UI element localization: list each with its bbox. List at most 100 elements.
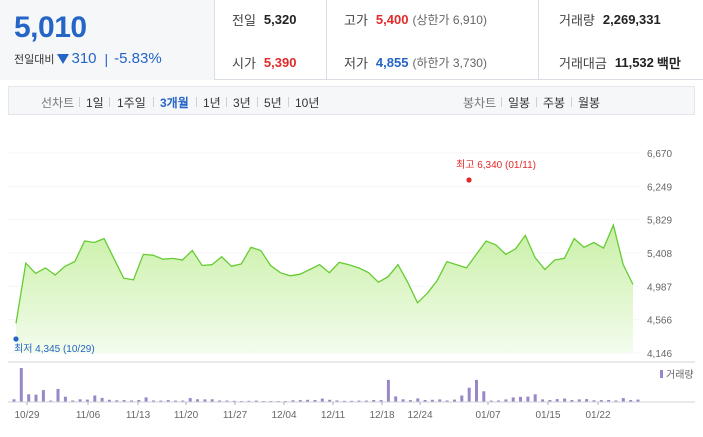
separator: | [104, 50, 109, 67]
y-tick-label: 5,829 [647, 216, 672, 227]
period-1y[interactable]: 1년 [203, 96, 221, 110]
volume-bar [166, 400, 170, 402]
down-arrow-icon [57, 53, 70, 64]
y-tick-label: 6,670 [647, 149, 672, 160]
volume-bar [570, 400, 574, 402]
volume-bar [592, 400, 596, 402]
divider [571, 97, 572, 107]
volume-legend-swatch [660, 370, 663, 378]
period-3m[interactable]: 3개월 [160, 96, 189, 110]
change-percent: -5.83% [114, 50, 162, 67]
amount-unit: 백만 [656, 55, 681, 71]
volume-bar [93, 395, 97, 402]
volume-bar [519, 396, 522, 402]
period-10y[interactable]: 10년 [295, 96, 320, 110]
open-stat: 시가 5,390 [232, 52, 296, 72]
volume-bar [372, 400, 376, 402]
amount-label: 거래대금 [559, 55, 607, 71]
volume-value: 2,269,331 [602, 11, 661, 27]
volume-bar [489, 400, 493, 402]
volume-bar [511, 397, 515, 402]
volume-bar [577, 399, 581, 402]
volume-bar [394, 396, 398, 402]
x-tick-label: 12/11 [321, 410, 346, 421]
high-stat: 고가 5,400 (상한가 6,910) [344, 9, 487, 29]
volume-bar [298, 400, 302, 402]
volume-bar [254, 400, 258, 402]
volume-bar [445, 400, 449, 402]
volume-bar [291, 400, 295, 402]
candle-daily[interactable]: 일봉 [508, 96, 531, 110]
volume-bar [203, 399, 207, 402]
volume-bar [130, 400, 133, 402]
volume-bar [504, 399, 508, 402]
high-marker [466, 177, 472, 183]
volume-bar [599, 400, 603, 402]
x-tick-label: 12/04 [271, 410, 296, 421]
prev-close-stat: 전일 5,320 [232, 9, 296, 29]
volume-bar [196, 399, 199, 402]
volume-bar [621, 398, 625, 402]
volume-bar [71, 400, 75, 402]
low-marker [13, 336, 19, 342]
volume-bar [357, 400, 361, 402]
divider [153, 97, 154, 107]
volume-bar [49, 400, 53, 402]
current-price: 5,010 [14, 11, 87, 44]
x-tick-label: 11/20 [174, 410, 199, 421]
volume-bar [423, 400, 427, 402]
volume-bar [629, 400, 633, 402]
y-tick-label: 5,408 [647, 249, 672, 260]
high-label: 고가 [344, 12, 368, 28]
volume-bar [430, 399, 434, 402]
period-1w[interactable]: 1주일 [117, 96, 146, 110]
volume-bar [585, 399, 589, 402]
low-annotation: 최저 4,345 (10/29) [14, 343, 95, 355]
volume-bar [453, 399, 456, 402]
volume-bar [438, 399, 442, 402]
volume-bar [188, 398, 192, 402]
change-row: 전일대비 310 | -5.83% [14, 50, 214, 67]
stat-column-2: 고가 5,400 (상한가 6,910) 저가 4,855 (하한가 3,730… [327, 0, 539, 80]
current-price-box: 5,010 전일대비 310 | -5.83% [0, 0, 215, 80]
x-tick-label: 01/07 [475, 410, 500, 421]
divider [536, 97, 537, 107]
candle-monthly[interactable]: 월봉 [578, 96, 601, 110]
volume-bar [159, 400, 163, 402]
period-5y[interactable]: 5년 [264, 96, 282, 110]
volume-bar [460, 395, 464, 402]
period-1d[interactable]: 1일 [86, 96, 104, 110]
divider [226, 97, 227, 107]
volume-bar [541, 399, 545, 402]
volume-bar [247, 400, 251, 402]
open-value: 5,390 [263, 54, 297, 70]
high-value: 5,400 [375, 11, 409, 27]
y-tick-label: 4,987 [647, 282, 672, 293]
x-tick-label: 11/13 [126, 410, 151, 421]
volume-bar [379, 400, 383, 402]
x-tick-label: 12/18 [369, 410, 394, 421]
volume-bar [174, 400, 177, 402]
period-3y[interactable]: 3년 [233, 96, 251, 110]
volume-bar [78, 399, 82, 402]
price-area [16, 225, 633, 353]
candle-weekly[interactable]: 주봉 [543, 96, 566, 110]
volume-bar [350, 400, 354, 402]
volume-bar [218, 400, 222, 402]
stat-column-3: 거래량 2,269,331 거래대금 11,532 백만 [539, 0, 703, 80]
candle-chart-label: 봉차트 [463, 96, 497, 110]
volume-bar [533, 394, 537, 402]
volume-bar [526, 396, 530, 402]
volume-bar [342, 400, 346, 402]
upper-limit: (상한가 6,910) [412, 12, 487, 27]
stat-column-1: 전일 5,320 시가 5,390 [215, 0, 327, 80]
price-summary: 5,010 전일대비 310 | -5.83% 전일 5,320 시가 5,39… [0, 0, 703, 80]
volume-bar [34, 394, 38, 402]
volume-bar [320, 398, 324, 402]
volume-bar [152, 400, 155, 402]
x-tick-label: 10/29 [14, 410, 39, 421]
prev-close-label: 전일 [232, 12, 256, 28]
x-axis: 10/29 11/06 11/13 11/20 11/27 12/04 12/11 12/18… [14, 402, 611, 421]
low-value: 4,855 [375, 54, 409, 70]
volume-bars [12, 368, 640, 402]
